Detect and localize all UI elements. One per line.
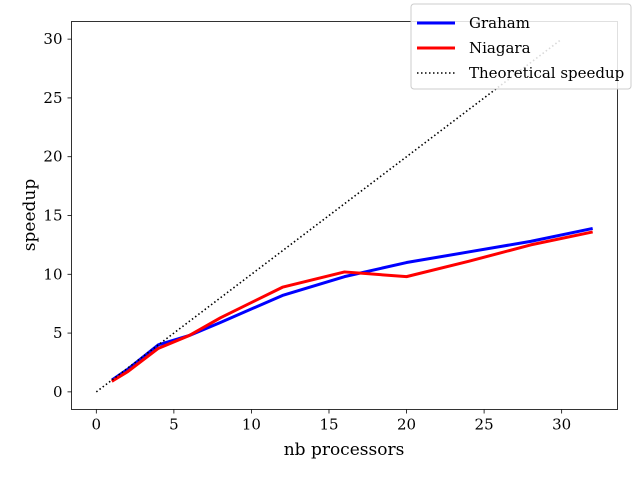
x-tick-label-25: 25	[475, 416, 494, 434]
series-line-theoretical-speedup	[95, 38, 563, 393]
x-tick-label-5: 5	[169, 416, 179, 434]
legend: Graham Niagara Theoretical speedup	[410, 3, 632, 90]
legend-label-niagara: Niagara	[469, 39, 531, 57]
x-tick-label-15: 15	[319, 416, 338, 434]
axes-layer: 0 5 10 15 20 25 30 0 5 10 15 20 25 30	[43, 30, 571, 433]
series-layer	[95, 38, 593, 393]
series-line-niagara	[111, 230, 593, 383]
y-tick-label-10: 10	[43, 265, 62, 283]
series-line-graham	[110, 226, 593, 382]
y-tick-label-0: 0	[53, 383, 63, 401]
x-tick-label-0: 0	[92, 416, 102, 434]
y-tick-label-25: 25	[43, 89, 62, 107]
y-axis-label: speedup	[20, 179, 40, 252]
legend-box	[410, 3, 632, 90]
y-tick-label-5: 5	[53, 324, 63, 342]
x-tick-label-20: 20	[397, 416, 416, 434]
x-axis-label: nb processors	[284, 440, 405, 460]
legend-label-graham: Graham	[469, 14, 530, 32]
legend-label-theoretical: Theoretical speedup	[469, 64, 624, 82]
y-tick-label-30: 30	[43, 30, 62, 48]
x-tick-label-10: 10	[242, 416, 261, 434]
y-tick-label-15: 15	[43, 207, 62, 225]
y-tick-label-20: 20	[43, 148, 62, 166]
x-tick-label-30: 30	[552, 416, 571, 434]
